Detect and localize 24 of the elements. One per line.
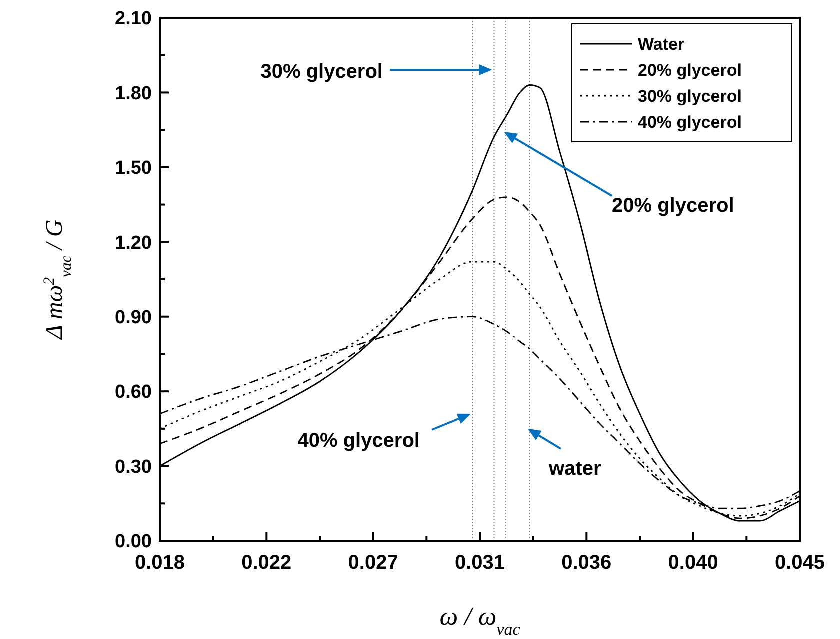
- annotation: 30% glycerol: [260, 61, 383, 83]
- x-tick-label: 0.045: [774, 552, 826, 574]
- x-tick-label: 0.040: [668, 552, 718, 574]
- x-tick-label: 0.036: [562, 552, 612, 574]
- y-tick-label: 0.30: [115, 456, 152, 478]
- annotation: 40% glycerol: [298, 430, 420, 452]
- legend-label: 30% glycerol: [638, 86, 742, 106]
- x-tick-label: 0.031: [454, 552, 506, 574]
- x-tick-label: 0.027: [348, 552, 398, 574]
- legend-label: Water: [638, 34, 685, 54]
- y-tick-label: 1.20: [115, 232, 152, 254]
- x-tick-label: 0.022: [242, 552, 292, 574]
- annotation: water: [548, 458, 602, 480]
- y-tick-label: 0.00: [115, 532, 152, 553]
- y-tick-label: 1.80: [115, 83, 152, 104]
- x-tick-label: 0.018: [134, 552, 186, 574]
- legend-label: 40% glycerol: [638, 112, 742, 132]
- annotation: 20% glycerol: [612, 195, 734, 217]
- y-tick-label: 0.90: [115, 308, 152, 329]
- legend-label: 20% glycerol: [638, 60, 742, 80]
- y-tick-label: 2.10: [115, 8, 152, 30]
- y-tick-label: 1.50: [115, 158, 152, 180]
- y-tick-label: 0.60: [115, 382, 152, 404]
- x-axis-title: ω / ω$_{vac}$: [440, 602, 521, 638]
